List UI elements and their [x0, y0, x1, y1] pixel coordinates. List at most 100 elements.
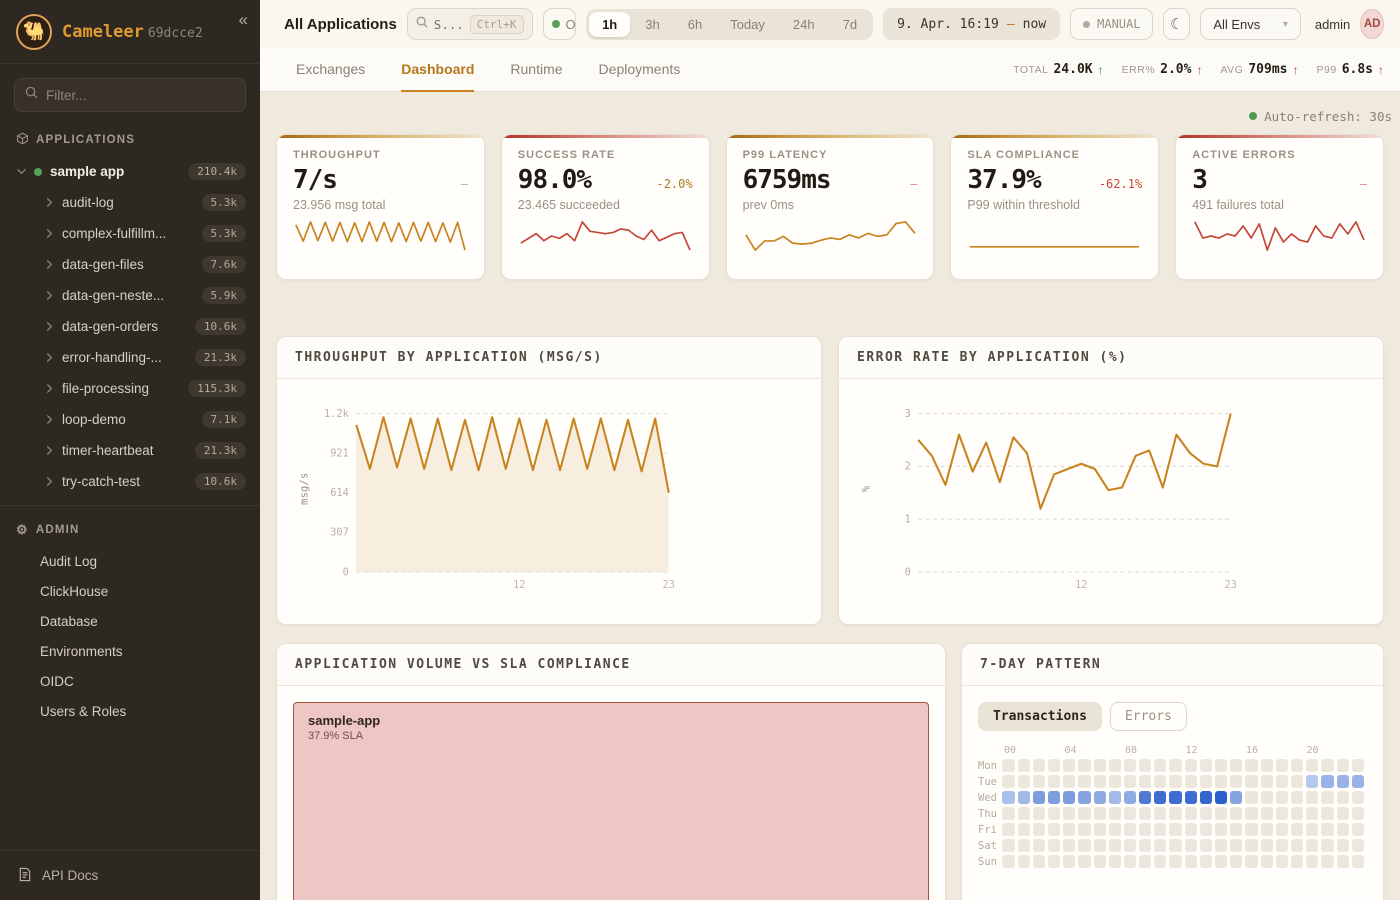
heatmap-cell[interactable] [1169, 775, 1182, 788]
sidebar-item-sample-app[interactable]: sample app 210.4k [0, 156, 260, 187]
time-range-today[interactable]: Today [717, 12, 778, 37]
heatmap-cell[interactable] [1047, 855, 1061, 868]
heatmap-cell[interactable] [1002, 775, 1015, 788]
admin-item-environments[interactable]: Environments [40, 643, 123, 659]
heatmap-cell[interactable] [1230, 791, 1243, 804]
heatmap-cell[interactable] [1245, 855, 1258, 868]
heatmap-cell[interactable] [1154, 775, 1167, 788]
sidebar-item-data-gen-files[interactable]: data-gen-files 7.6k [0, 249, 260, 280]
heatmap-cell[interactable] [1078, 759, 1091, 772]
heatmap-cell[interactable] [1184, 807, 1197, 820]
heatmap-cell[interactable] [1093, 791, 1106, 804]
heatmap-cell[interactable] [1275, 839, 1288, 852]
heatmap-cell[interactable] [1275, 775, 1288, 788]
heatmap-cell[interactable] [1260, 855, 1273, 868]
heatmap-cell[interactable] [1199, 823, 1213, 836]
search-input[interactable] [433, 16, 464, 32]
environment-select[interactable]: All Envs ▾ [1200, 8, 1301, 40]
api-docs-link[interactable]: API Docs [0, 850, 260, 900]
admin-item-audit-log[interactable]: Audit Log [40, 553, 98, 569]
admin-item-database[interactable]: Database [40, 613, 98, 629]
heatmap-cell[interactable] [1290, 855, 1304, 868]
heatmap-cell[interactable] [1154, 855, 1167, 868]
heatmap-cell[interactable] [1078, 823, 1091, 836]
heatmap-cell[interactable] [1139, 775, 1152, 788]
heatmap-cell[interactable] [1290, 775, 1304, 788]
manual-refresh-button[interactable]: MANUAL [1070, 8, 1154, 40]
sidebar-item-file-processing[interactable]: file-processing 115.3k [0, 373, 260, 404]
heatmap-cell[interactable] [1093, 855, 1106, 868]
heatmap-cell[interactable] [1321, 759, 1334, 772]
heatmap-cell[interactable] [1290, 791, 1304, 804]
heatmap-cell[interactable] [1017, 823, 1030, 836]
heatmap-cell[interactable] [1306, 807, 1319, 820]
heatmap-cell[interactable] [1063, 775, 1076, 788]
heatmap-cell[interactable] [1154, 791, 1167, 804]
heatmap-cell[interactable] [1002, 791, 1015, 804]
heatmap-cell[interactable] [1275, 855, 1288, 868]
heatmap-cell[interactable] [1321, 823, 1334, 836]
heatmap-cell[interactable] [1230, 855, 1243, 868]
heatmap-cell[interactable] [1108, 823, 1121, 836]
heatmap-cell[interactable] [1078, 791, 1091, 804]
heatmap-cell[interactable] [1154, 807, 1167, 820]
heatmap-cell[interactable] [1351, 855, 1364, 868]
sidebar-item-loop-demo[interactable]: loop-demo 7.1k [0, 404, 260, 435]
heatmap-cell[interactable] [1017, 775, 1030, 788]
heatmap-cell[interactable] [1351, 807, 1364, 820]
heatmap-cell[interactable] [1169, 839, 1182, 852]
heatmap-cell[interactable] [1336, 839, 1349, 852]
heatmap-cell[interactable] [1032, 759, 1045, 772]
heatmap-cell[interactable] [1063, 839, 1076, 852]
time-range-7d[interactable]: 7d [830, 12, 870, 37]
heatmap-cell[interactable] [1063, 807, 1076, 820]
heatmap-cell[interactable] [1306, 759, 1319, 772]
heatmap-cell[interactable] [1230, 839, 1243, 852]
sidebar-item-try-catch-test[interactable]: try-catch-test 10.6k [0, 466, 260, 497]
heatmap-cell[interactable] [1169, 823, 1182, 836]
heatmap-cell[interactable] [1123, 839, 1137, 852]
heatmap-cell[interactable] [1002, 823, 1015, 836]
heatmap-cell[interactable] [1184, 823, 1197, 836]
heatmap-cell[interactable] [1093, 775, 1106, 788]
heatmap-cell[interactable] [1139, 759, 1152, 772]
heatmap-cell[interactable] [1108, 775, 1121, 788]
dark-mode-toggle[interactable]: ☾ [1163, 8, 1191, 40]
heatmap-cell[interactable] [1245, 791, 1258, 804]
heatmap-cell[interactable] [1093, 839, 1106, 852]
heatmap-cell[interactable] [1199, 791, 1213, 804]
heatmap-cell[interactable] [1230, 775, 1243, 788]
heatmap-cell[interactable] [1290, 759, 1304, 772]
heatmap-cell[interactable] [1139, 791, 1152, 804]
heatmap-cell[interactable] [1139, 839, 1152, 852]
heatmap-cell[interactable] [1215, 759, 1228, 772]
status-pill[interactable]: O [542, 8, 577, 40]
heatmap-cell[interactable] [1215, 807, 1228, 820]
heatmap-cell[interactable] [1139, 855, 1152, 868]
heatmap-cell[interactable] [1139, 823, 1152, 836]
heatmap-cell[interactable] [1199, 759, 1213, 772]
heatmap-cell[interactable] [1351, 759, 1364, 772]
heatmap-cell[interactable] [1184, 759, 1197, 772]
heatmap-cell[interactable] [1017, 855, 1030, 868]
heatmap-cell[interactable] [1032, 791, 1045, 804]
heatmap-cell[interactable] [1123, 791, 1137, 804]
heatmap-cell[interactable] [1123, 759, 1137, 772]
heatmap-cell[interactable] [1275, 807, 1288, 820]
heatmap-cell[interactable] [1245, 807, 1258, 820]
heatmap-cell[interactable] [1123, 775, 1137, 788]
heatmap-cell[interactable] [1336, 759, 1349, 772]
heatmap-cell[interactable] [1351, 839, 1364, 852]
heatmap-cell[interactable] [1032, 807, 1045, 820]
heatmap-cell[interactable] [1169, 791, 1182, 804]
heatmap-cell[interactable] [1260, 807, 1273, 820]
heatmap-cell[interactable] [1169, 759, 1182, 772]
heatmap-cell[interactable] [1108, 759, 1121, 772]
heatmap-cell[interactable] [1321, 807, 1334, 820]
admin-item-oidc[interactable]: OIDC [40, 673, 74, 689]
heatmap-cell[interactable] [1017, 807, 1030, 820]
time-range-24h[interactable]: 24h [780, 12, 828, 37]
heatmap-cell[interactable] [1108, 807, 1121, 820]
sidebar-item-timer-heartbeat[interactable]: timer-heartbeat 21.3k [0, 435, 260, 466]
heatmap-cell[interactable] [1047, 823, 1061, 836]
